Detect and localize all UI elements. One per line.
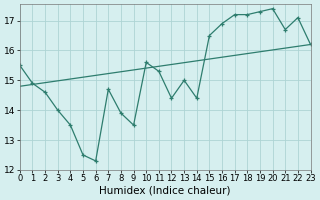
X-axis label: Humidex (Indice chaleur): Humidex (Indice chaleur)	[100, 186, 231, 196]
